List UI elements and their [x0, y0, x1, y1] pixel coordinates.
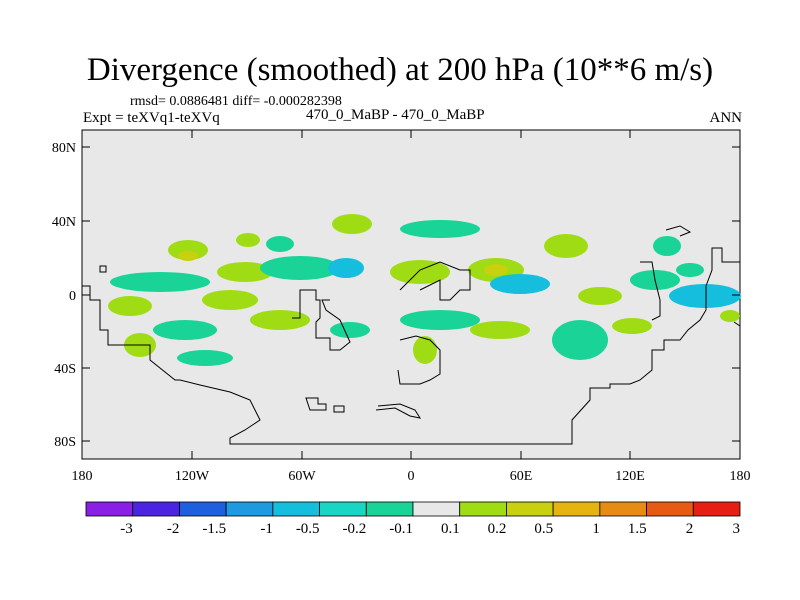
colorbar-label: -0.2: [343, 521, 367, 537]
field-blob: [202, 290, 258, 310]
colorbar-label: 3: [733, 521, 741, 537]
season-label: ANN: [709, 110, 743, 126]
field-blob: [578, 287, 622, 305]
lat-tick-label: 40S: [54, 362, 76, 377]
colorbar-label: -1.5: [202, 521, 226, 537]
field-blob: [236, 233, 260, 247]
plot-title: Divergence (smoothed) at 200 hPa (10**6 …: [86, 52, 714, 88]
field-blob: [676, 263, 704, 277]
colorbar-swatch: [132, 501, 180, 517]
field-blob: [177, 350, 233, 366]
field-blob: [390, 260, 450, 284]
coastline-path: [292, 289, 351, 351]
coastline-path: [333, 405, 345, 413]
coastline-path: [375, 403, 422, 419]
colorbar-swatch: [225, 501, 274, 517]
lon-tick-label: 60W: [288, 469, 316, 484]
coastline-path: [82, 247, 740, 445]
lat-tick-label: 40N: [52, 215, 76, 230]
field-blob: [413, 336, 437, 364]
lat-tick-label: 0: [69, 289, 76, 304]
runs-label: 470_0_MaBP - 470_0_MaBP: [306, 107, 485, 123]
lon-axis: 180 120W 60W 0 60E 120E 180: [72, 469, 751, 484]
field-blob: [108, 296, 152, 316]
colorbar-label: 0.5: [534, 521, 553, 537]
colorbar-label: 1: [592, 521, 600, 537]
field-blob: [720, 310, 740, 322]
lon-tick-label: 60E: [510, 469, 533, 484]
field-blob: [168, 240, 208, 260]
colorbar-label: 0.2: [488, 521, 507, 537]
colorbar-swatch: [319, 501, 367, 517]
lat-tick-label: 80N: [52, 141, 76, 156]
colorbar-swatch: [692, 501, 741, 517]
colorbar-label: -1: [260, 521, 273, 537]
lon-tick-label: 180: [730, 469, 751, 484]
coastline-path: [397, 335, 441, 385]
coastlines: [82, 225, 741, 445]
lon-tick-label: 0: [408, 469, 415, 484]
coastline-path: [640, 261, 661, 321]
divergence-field: [108, 214, 741, 366]
colorbar-swatch: [365, 501, 414, 517]
tick-marks: [82, 130, 740, 459]
colorbar-label: -0.5: [296, 521, 320, 537]
lat-axis: 80N 40N 0 40S 80S: [52, 141, 76, 450]
colorbar-swatch: [272, 501, 320, 517]
lon-tick-label: 120E: [615, 469, 645, 484]
coastline-path: [99, 265, 107, 273]
map-background: [81, 129, 741, 460]
field-blob: [612, 318, 652, 334]
field-blob: [328, 258, 364, 278]
colorbar-swatch: [412, 501, 461, 517]
field-blob: [266, 236, 294, 252]
field-blob: [544, 234, 588, 258]
field-blob: [470, 321, 530, 339]
field-blob: [484, 264, 508, 276]
field-blob: [552, 320, 608, 360]
field-blob: [490, 274, 550, 294]
colorbar-label: -2: [167, 521, 180, 537]
colorbar-swatch: [179, 501, 227, 517]
colorbar-label: -0.1: [389, 521, 413, 537]
colorbar: -3 -2 -1.5 -1 -0.5 -0.2 -0.1 0.1 0.2 0.5 1 1.5 2 3: [85, 501, 741, 537]
field-blob: [330, 322, 370, 338]
field-blob: [110, 272, 210, 292]
field-blob: [332, 214, 372, 234]
colorbar-swatch: [599, 501, 647, 517]
stats-line: rmsd= 0.0886481 diff= -0.000282398: [130, 94, 342, 109]
colorbar-label: 2: [686, 521, 694, 537]
lon-tick-label: 180: [72, 469, 93, 484]
field-blob: [400, 310, 480, 330]
colorbar-swatch: [552, 501, 601, 517]
field-blob: [178, 251, 198, 261]
field-blob: [400, 220, 480, 238]
field-blob: [250, 310, 310, 330]
coastline-path: [733, 321, 741, 327]
coastline-path: [399, 261, 471, 301]
coastline-path: [665, 225, 692, 237]
colorbar-swatch: [506, 501, 554, 517]
field-blob: [153, 320, 217, 340]
colorbar-label: -3: [120, 521, 133, 537]
colorbar-swatch: [85, 501, 134, 517]
field-blob: [217, 262, 273, 282]
colorbar-swatch: [459, 501, 507, 517]
field-blob: [653, 236, 681, 256]
lat-tick-label: 80S: [54, 435, 76, 450]
coastline-path: [305, 397, 327, 411]
colorbar-swatch: [646, 501, 694, 517]
colorbar-label: 1.5: [628, 521, 647, 537]
expt-label: Expt = teXVq1-teXVq: [83, 110, 220, 126]
field-blob: [669, 284, 741, 308]
colorbar-label: 0.1: [441, 521, 460, 537]
field-blob: [260, 256, 340, 280]
lon-tick-label: 120W: [175, 469, 210, 484]
